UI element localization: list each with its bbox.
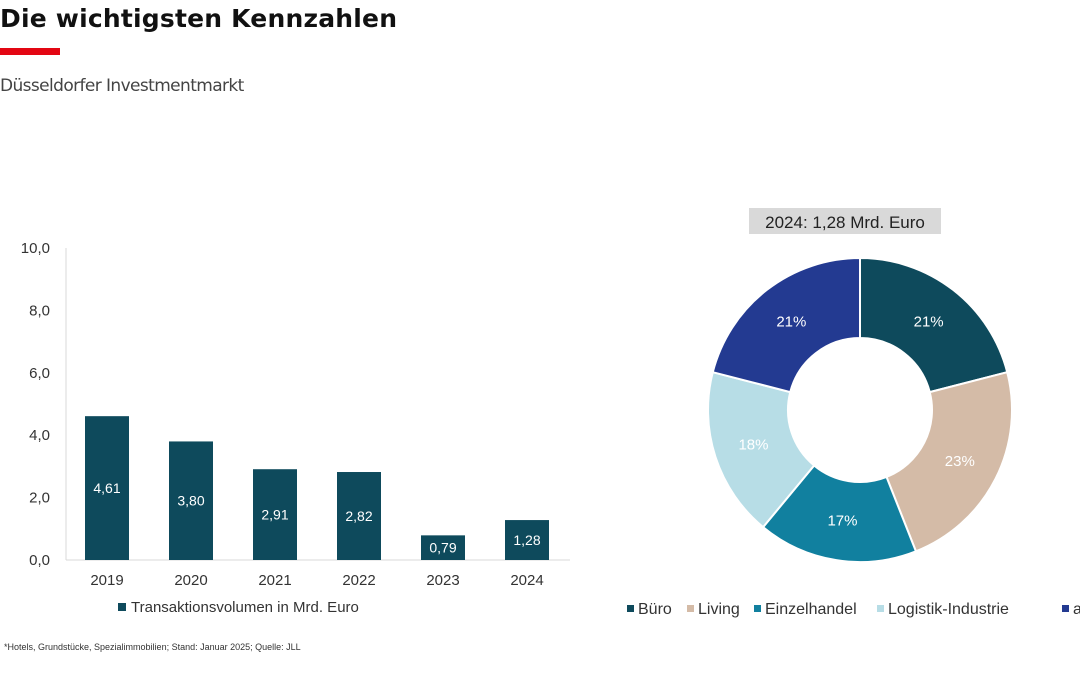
bar-2024 <box>505 520 549 560</box>
page-subtitle: Düsseldorfer Investmentmarkt <box>0 76 244 96</box>
x-tick-label: 2021 <box>258 572 291 589</box>
page-title: Die wichtigsten Kennzahlen <box>0 4 398 33</box>
x-tick-label: 2020 <box>174 572 207 589</box>
legend-label-living: Living <box>698 601 740 618</box>
donut-segment-ander <box>711 256 861 394</box>
x-tick-label: 2022 <box>342 572 375 589</box>
donut-segment-logistik-industrie <box>707 370 816 529</box>
legend-label-büro: Büro <box>638 601 672 618</box>
title-underline <box>0 48 60 55</box>
donut-segment-büro <box>859 256 1009 394</box>
bar-data-label: 2,82 <box>345 508 372 524</box>
x-tick-label: 2024 <box>510 572 543 589</box>
donut-title-background <box>749 208 941 234</box>
donut-data-label: 21% <box>914 314 944 331</box>
x-tick-label: 2019 <box>90 572 123 589</box>
donut-data-label: 17% <box>827 513 857 530</box>
y-tick-label: 6,0 <box>29 365 50 382</box>
legend-label-transaktionsvolumen: Transaktionsvolumen in Mrd. Euro <box>131 599 359 616</box>
legend-swatch-transaktionsvolumen <box>118 603 126 611</box>
donut-title: 2024: 1,28 Mrd. Euro <box>765 213 925 232</box>
bar-2020 <box>169 441 213 560</box>
donut-data-label: 18% <box>738 437 768 454</box>
donut-segment-einzelhandel <box>761 464 918 563</box>
footnote: *Hotels, Grundstücke, Spezialimmobilien;… <box>4 642 301 652</box>
bar-data-label: 1,28 <box>513 532 540 548</box>
y-tick-label: 2,0 <box>29 490 50 507</box>
legend-swatch-logistik-industrie <box>877 605 884 612</box>
bar-data-label: 2,91 <box>261 507 288 523</box>
donut-data-label: 21% <box>776 314 806 331</box>
y-tick-label: 8,0 <box>29 302 50 319</box>
x-tick-label: 2023 <box>426 572 459 589</box>
bar-2023 <box>421 535 465 560</box>
donut-segment-living <box>885 370 1013 553</box>
legend-label-ander: ander <box>1073 601 1080 618</box>
bar-data-label: 0,79 <box>429 540 456 556</box>
donut-data-label: 23% <box>945 453 975 470</box>
bar-2019 <box>85 416 129 560</box>
y-tick-label: 4,0 <box>29 427 50 444</box>
y-tick-label: 0,0 <box>29 552 50 569</box>
bar-2021 <box>253 469 297 560</box>
legend-swatch-büro <box>627 605 634 612</box>
bar-data-label: 3,80 <box>177 493 204 509</box>
legend-swatch-einzelhandel <box>754 605 761 612</box>
legend-swatch-living <box>687 605 694 612</box>
y-tick-label: 10,0 <box>21 240 50 257</box>
bar-2022 <box>337 472 381 560</box>
bar-data-label: 4,61 <box>93 480 120 496</box>
legend-label-logistik-industrie: Logistik-Industrie <box>888 601 1009 618</box>
legend-swatch-ander <box>1062 605 1069 612</box>
legend-label-einzelhandel: Einzelhandel <box>765 601 857 618</box>
